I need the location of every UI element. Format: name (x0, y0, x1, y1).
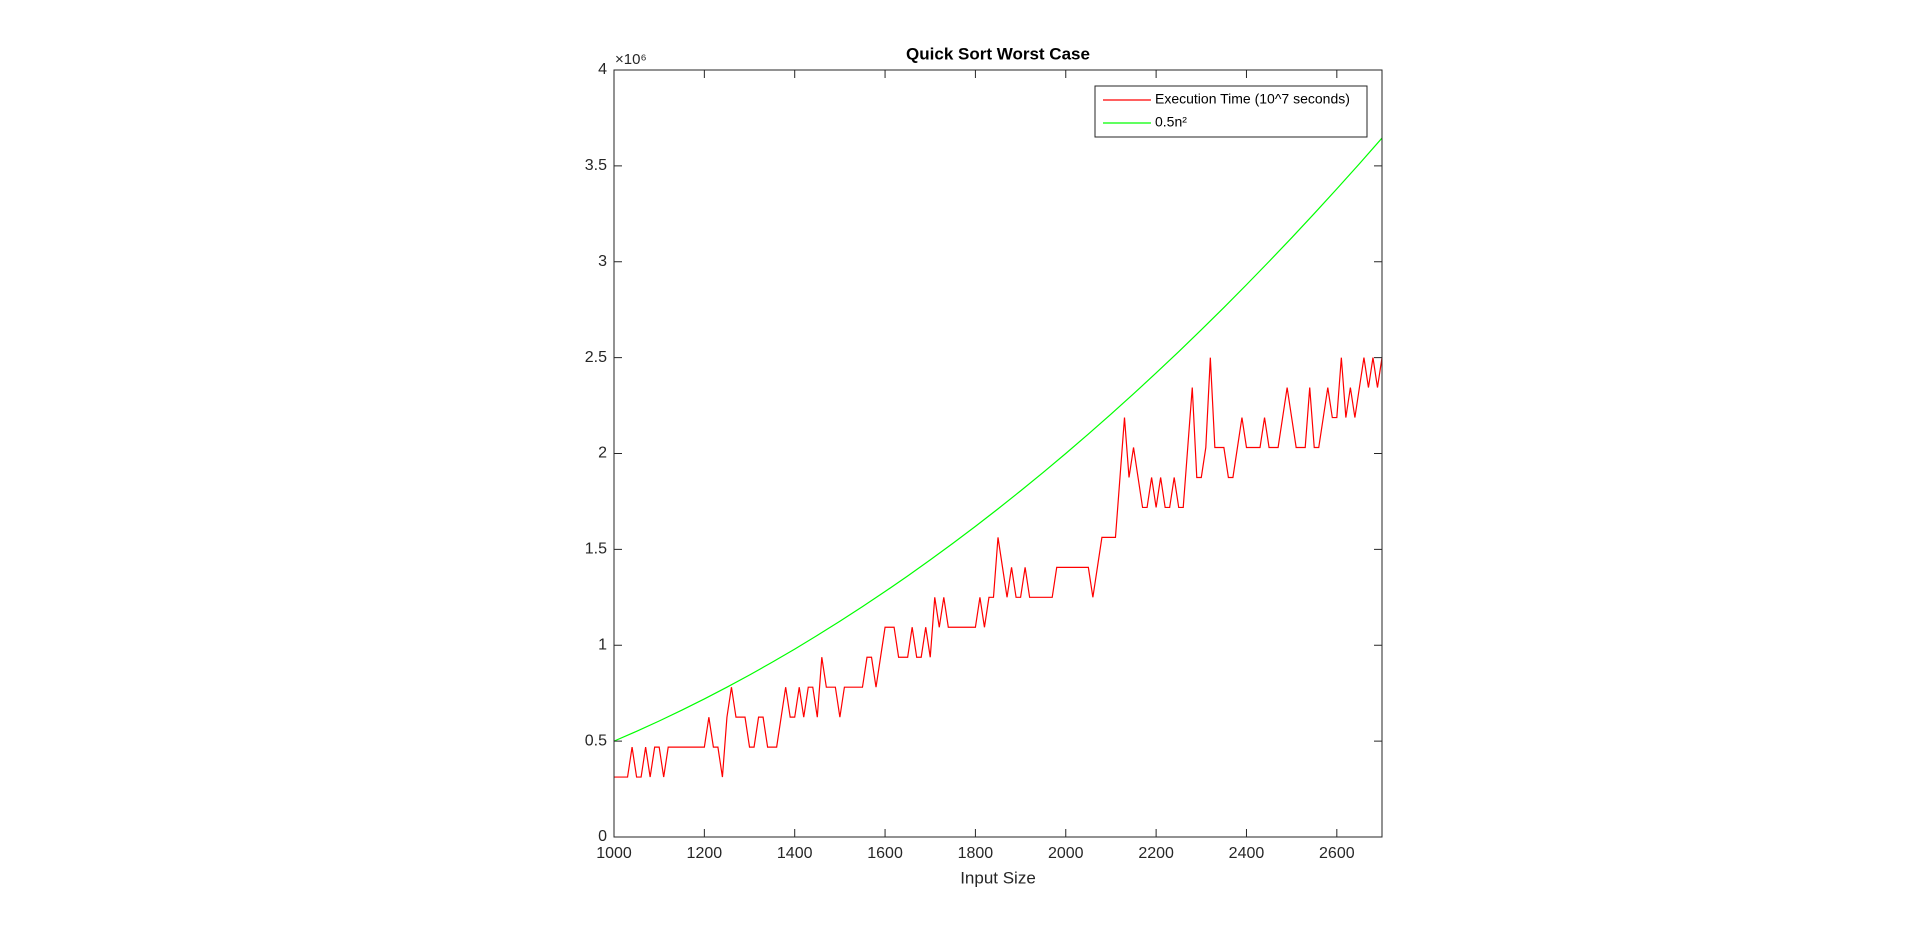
x-tick-label: 1000 (596, 845, 632, 862)
y-tick-label: 2 (598, 445, 607, 462)
y-exponent-label: ×10⁶ (615, 51, 647, 68)
series-line (613, 137, 1383, 742)
y-tick-label: 3.5 (585, 157, 607, 174)
x-tick-label: 1800 (958, 845, 994, 862)
x-tick-label: 1200 (687, 845, 723, 862)
x-tick-label: 1400 (777, 845, 813, 862)
x-tick-label: 2400 (1229, 845, 1265, 862)
chart-title: Quick Sort Worst Case (906, 44, 1090, 63)
y-tick-label: 0 (598, 828, 607, 845)
legend-box (1094, 85, 1368, 138)
legend-label: Execution Time (10^7 seconds) (1155, 91, 1350, 107)
plot-area (614, 70, 1382, 837)
x-tick-label: 2000 (1048, 845, 1084, 862)
legend-label: 0.5n² (1155, 114, 1187, 130)
x-tick-label: 1600 (867, 845, 903, 862)
x-tick-label: 2200 (1138, 845, 1174, 862)
y-tick-label: 3 (598, 253, 607, 270)
series-line (614, 357, 1383, 778)
x-tick-label: 2600 (1319, 845, 1355, 862)
y-tick-label: 1.5 (585, 541, 607, 558)
y-tick-label: 0.5 (585, 732, 607, 749)
y-tick-label: 4 (598, 61, 607, 78)
y-tick-label: 2.5 (585, 349, 607, 366)
x-axis-label: Input Size (960, 868, 1036, 887)
y-tick-label: 1 (598, 636, 607, 653)
